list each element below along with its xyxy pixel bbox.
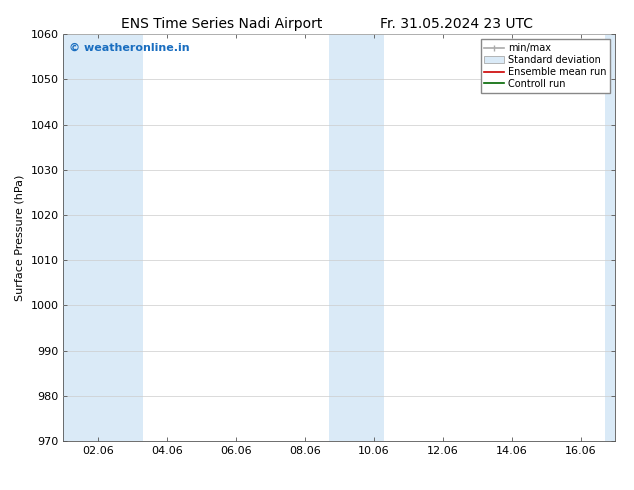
Text: © weatheronline.in: © weatheronline.in	[69, 43, 190, 52]
Y-axis label: Surface Pressure (hPa): Surface Pressure (hPa)	[15, 174, 25, 301]
Text: Fr. 31.05.2024 23 UTC: Fr. 31.05.2024 23 UTC	[380, 17, 533, 31]
Bar	[63, 34, 143, 441]
Text: ENS Time Series Nadi Airport: ENS Time Series Nadi Airport	[121, 17, 323, 31]
Bar	[329, 34, 384, 441]
Bar	[605, 34, 615, 441]
Legend: min/max, Standard deviation, Ensemble mean run, Controll run: min/max, Standard deviation, Ensemble me…	[481, 39, 610, 93]
